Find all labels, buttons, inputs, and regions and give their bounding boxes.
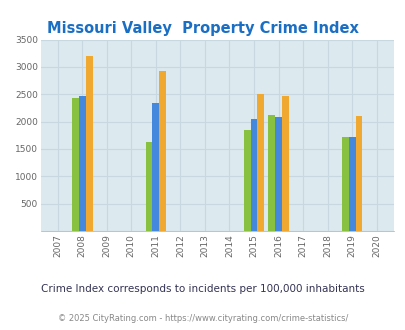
Bar — [348, 137, 355, 231]
Text: Crime Index corresponds to incidents per 100,000 inhabitants: Crime Index corresponds to incidents per… — [41, 284, 364, 294]
Bar — [72, 98, 79, 231]
Bar — [85, 56, 92, 231]
Bar — [250, 119, 257, 231]
Bar — [355, 115, 362, 231]
Bar — [257, 94, 264, 231]
Bar — [79, 96, 85, 231]
Text: Missouri Valley  Property Crime Index: Missouri Valley Property Crime Index — [47, 21, 358, 36]
Bar — [145, 143, 152, 231]
Bar — [341, 137, 348, 231]
Bar — [243, 130, 250, 231]
Bar — [152, 103, 159, 231]
Bar — [159, 71, 166, 231]
Bar — [275, 117, 281, 231]
Text: © 2025 CityRating.com - https://www.cityrating.com/crime-statistics/: © 2025 CityRating.com - https://www.city… — [58, 314, 347, 323]
Bar — [281, 96, 288, 231]
Bar — [268, 115, 275, 231]
